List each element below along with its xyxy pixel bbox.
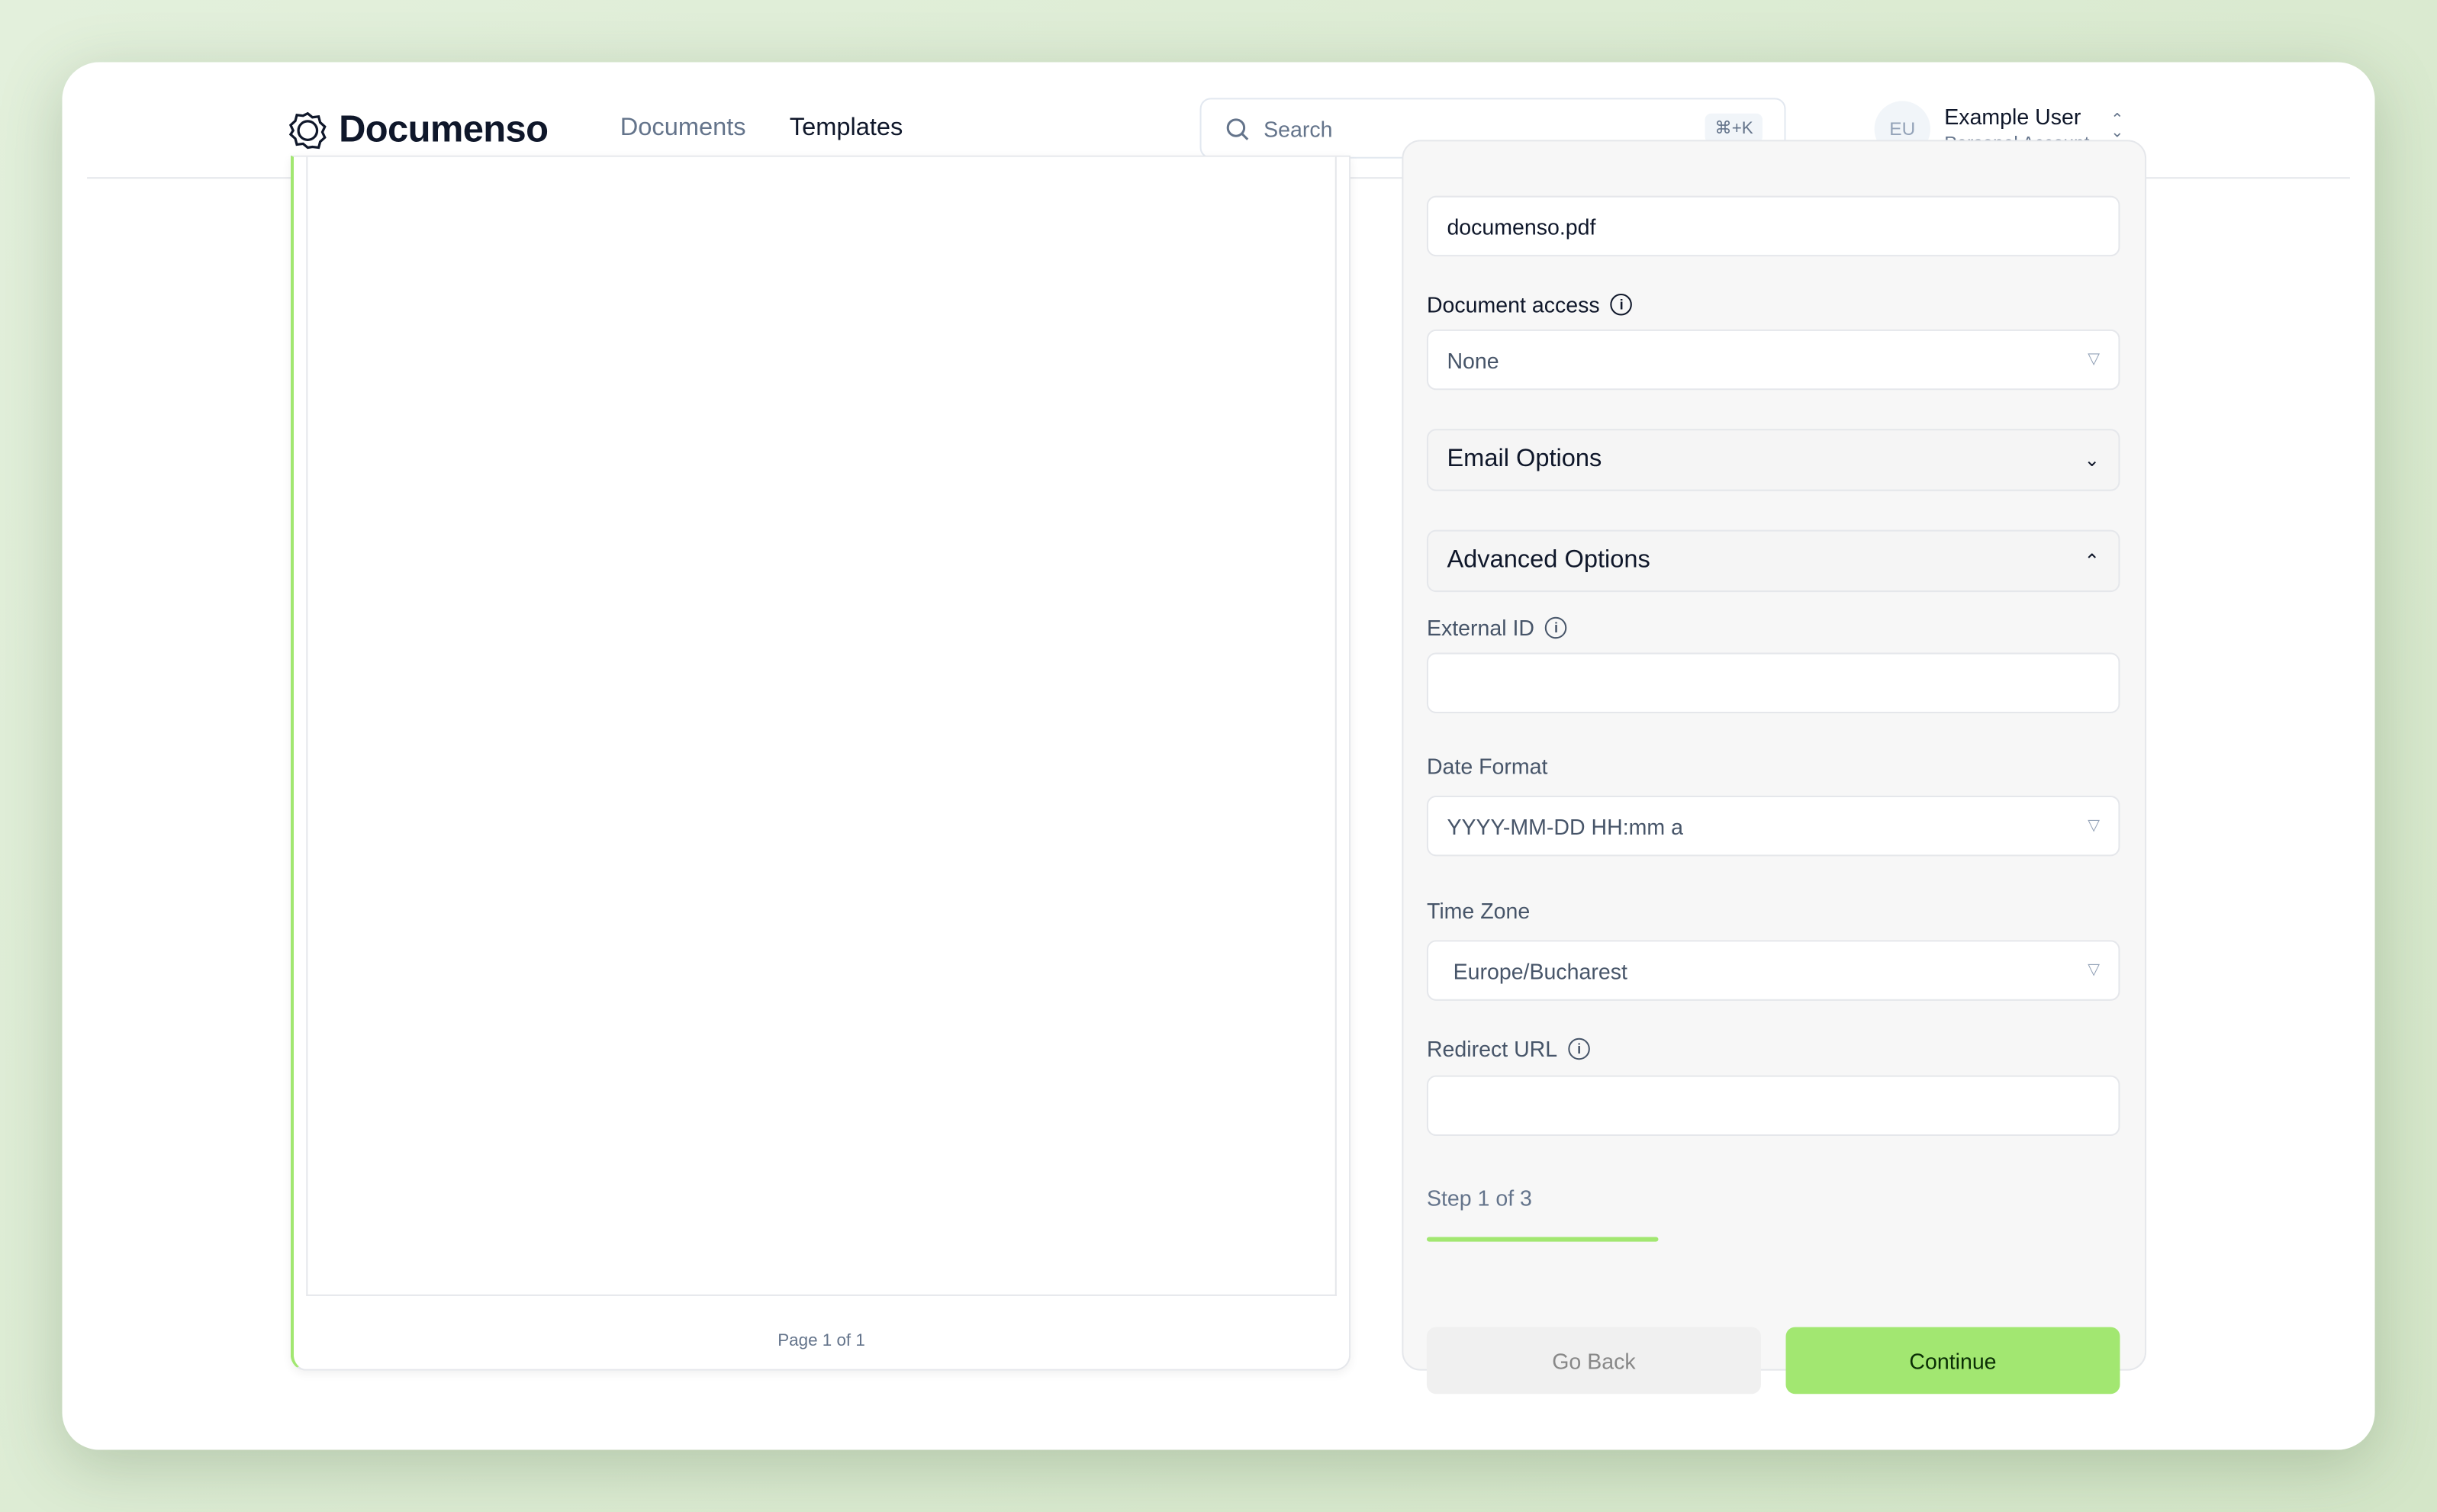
step-progress xyxy=(1426,1237,2120,1242)
continue-button[interactable]: Continue xyxy=(1785,1327,2120,1395)
chevron-down-icon: ▽ xyxy=(2088,817,2100,835)
select-value: None xyxy=(1447,347,1499,372)
select-value: YYYY-MM-DD HH:mm a xyxy=(1447,813,1683,838)
external-id-input[interactable] xyxy=(1426,652,2120,713)
chevron-down-icon: ▽ xyxy=(2088,961,2100,980)
redirect-url-label: Redirect URL i xyxy=(1426,1036,1590,1062)
search-placeholder: Search xyxy=(1264,115,1333,141)
brand-name: Documenso xyxy=(339,108,549,151)
chevron-up-icon: ⌃ xyxy=(2084,550,2100,572)
date-format-label: Date Format xyxy=(1426,753,1548,779)
document-page xyxy=(306,156,1337,1296)
info-icon[interactable]: i xyxy=(1545,616,1567,639)
step-indicator: Step 1 of 3 xyxy=(1426,1185,1532,1211)
step-progress-fill xyxy=(1426,1237,1658,1242)
title-input[interactable]: documenso.pdf xyxy=(1426,195,2120,257)
accordion-title: Advanced Options xyxy=(1447,547,1650,574)
external-id-label: External ID i xyxy=(1426,615,1567,641)
accordion-title: Email Options xyxy=(1447,446,1602,473)
page-indicator: Page 1 of 1 xyxy=(777,1331,865,1351)
search-icon xyxy=(1226,117,1249,140)
time-zone-label: Time Zone xyxy=(1426,898,1531,923)
search-shortcut: ⌘+K xyxy=(1705,113,1763,143)
info-icon[interactable]: i xyxy=(1568,1037,1590,1060)
document-access-select[interactable]: None ▽ xyxy=(1426,329,2120,391)
go-back-button[interactable]: Go Back xyxy=(1426,1327,1761,1395)
label-text: Redirect URL xyxy=(1426,1036,1558,1062)
info-icon[interactable]: i xyxy=(1610,293,1633,316)
chevron-down-icon: ▽ xyxy=(2088,351,2100,368)
document-viewer: Page 1 of 1 xyxy=(290,155,1351,1371)
documenso-logo-icon xyxy=(288,111,327,150)
redirect-url-input[interactable] xyxy=(1426,1075,2120,1137)
document-access-label: Document access i xyxy=(1426,291,1633,317)
user-name[interactable]: Example User xyxy=(1944,104,2081,130)
nav-templates[interactable]: Templates xyxy=(789,114,903,142)
chevron-up-down-icon[interactable]: ⌃ ⌄ xyxy=(2110,111,2124,142)
settings-panel: documenso.pdf Document access i None ▽ Ema… xyxy=(1402,140,2147,1395)
label-text: Document access xyxy=(1426,291,1600,317)
date-format-select[interactable]: YYYY-MM-DD HH:mm a ▽ xyxy=(1426,795,2120,857)
logo[interactable]: Documenso xyxy=(288,108,549,153)
chevron-down-icon: ⌄ xyxy=(2084,449,2100,471)
select-value: Europe/Bucharest xyxy=(1453,957,1627,983)
email-options-toggle[interactable]: Email Options ⌄ xyxy=(1426,429,2120,491)
advanced-options-toggle[interactable]: Advanced Options ⌃ xyxy=(1426,529,2120,593)
label-text: External ID xyxy=(1426,615,1535,641)
app-window: Documenso Documents Templates Search ⌘+K… xyxy=(62,62,2375,1450)
time-zone-select[interactable]: Europe/Bucharest ▽ xyxy=(1426,940,2120,1001)
nav-documents[interactable]: Documents xyxy=(620,114,746,142)
